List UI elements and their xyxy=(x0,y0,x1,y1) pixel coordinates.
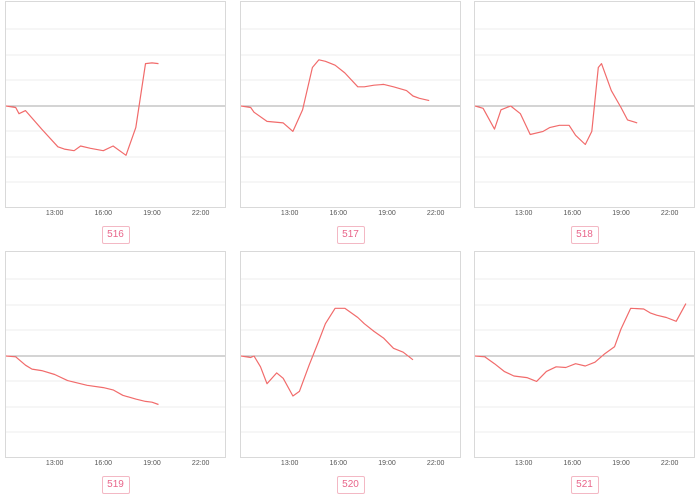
plot-frame: 13:00 16:00 19:00 22:00 xyxy=(474,1,695,217)
panel-label-badge[interactable]: 518 xyxy=(570,226,599,244)
x-tick-label: 22:00 xyxy=(661,210,679,217)
x-tick-label: 16:00 xyxy=(330,210,348,217)
panel-label-badge[interactable]: 521 xyxy=(570,476,599,494)
x-tick-label: 16:00 xyxy=(95,210,113,217)
x-tick-label: 22:00 xyxy=(427,210,445,217)
x-tick-label: 13:00 xyxy=(281,460,299,467)
x-tick-label: 13:00 xyxy=(515,460,533,467)
series-line xyxy=(241,59,430,132)
x-tick-label: 16:00 xyxy=(564,460,582,467)
x-tick-label: 22:00 xyxy=(192,460,210,467)
x-tick-label: 13:00 xyxy=(46,210,64,217)
x-tick-label: 19:00 xyxy=(143,210,161,217)
x-tick-label: 13:00 xyxy=(46,460,64,467)
x-tick-label: 19:00 xyxy=(143,460,161,467)
x-tick-label: 16:00 xyxy=(95,460,113,467)
panel-517: 13:00 16:00 19:00 22:00 517 xyxy=(240,1,461,247)
series-line xyxy=(475,62,638,146)
x-tick-label: 22:00 xyxy=(661,460,679,467)
x-tick-label: 19:00 xyxy=(612,210,630,217)
x-tick-label: 22:00 xyxy=(192,210,210,217)
panel-521: 13:00 16:00 19:00 22:00 521 xyxy=(474,251,695,497)
panel-label-badge[interactable]: 517 xyxy=(336,226,365,244)
line-chart: 13:00 16:00 19:00 22:00 xyxy=(241,28,460,217)
x-tick-label: 13:00 xyxy=(515,210,533,217)
panel-label-badge[interactable]: 519 xyxy=(101,476,130,494)
plot-frame: 13:00 16:00 19:00 22:00 xyxy=(5,251,226,467)
panel-520: 13:00 16:00 19:00 22:00 520 xyxy=(240,251,461,497)
panel-516: 13:00 16:00 19:00 22:00 516 xyxy=(5,1,226,247)
plot-frame: 13:00 16:00 19:00 22:00 xyxy=(474,251,695,467)
plot-frame: 13:00 16:00 19:00 22:00 xyxy=(5,1,226,217)
x-tick-label: 19:00 xyxy=(378,210,396,217)
line-chart: 13:00 16:00 19:00 22:00 xyxy=(6,28,225,217)
series-line xyxy=(6,62,159,156)
panel-518: 13:00 16:00 19:00 22:00 518 xyxy=(474,1,695,247)
series-line xyxy=(475,303,687,382)
panel-519: 13:00 16:00 19:00 22:00 519 xyxy=(5,251,226,497)
line-chart: 13:00 16:00 19:00 22:00 xyxy=(6,278,225,467)
x-tick-label: 16:00 xyxy=(330,460,348,467)
panel-label-badge[interactable]: 516 xyxy=(101,226,130,244)
panel-label-badge[interactable]: 520 xyxy=(336,476,365,494)
plot-frame: 13:00 16:00 19:00 22:00 xyxy=(240,1,461,217)
line-chart: 13:00 16:00 19:00 22:00 xyxy=(475,28,694,217)
x-tick-label: 19:00 xyxy=(378,460,396,467)
series-line xyxy=(6,355,159,406)
series-line xyxy=(241,307,414,397)
x-tick-label: 19:00 xyxy=(612,460,630,467)
x-tick-label: 16:00 xyxy=(564,210,582,217)
plot-frame: 13:00 16:00 19:00 22:00 xyxy=(240,251,461,467)
line-chart: 13:00 16:00 19:00 22:00 xyxy=(241,278,460,467)
x-tick-label: 22:00 xyxy=(427,460,445,467)
x-tick-label: 13:00 xyxy=(281,210,299,217)
line-chart: 13:00 16:00 19:00 22:00 xyxy=(475,278,694,467)
